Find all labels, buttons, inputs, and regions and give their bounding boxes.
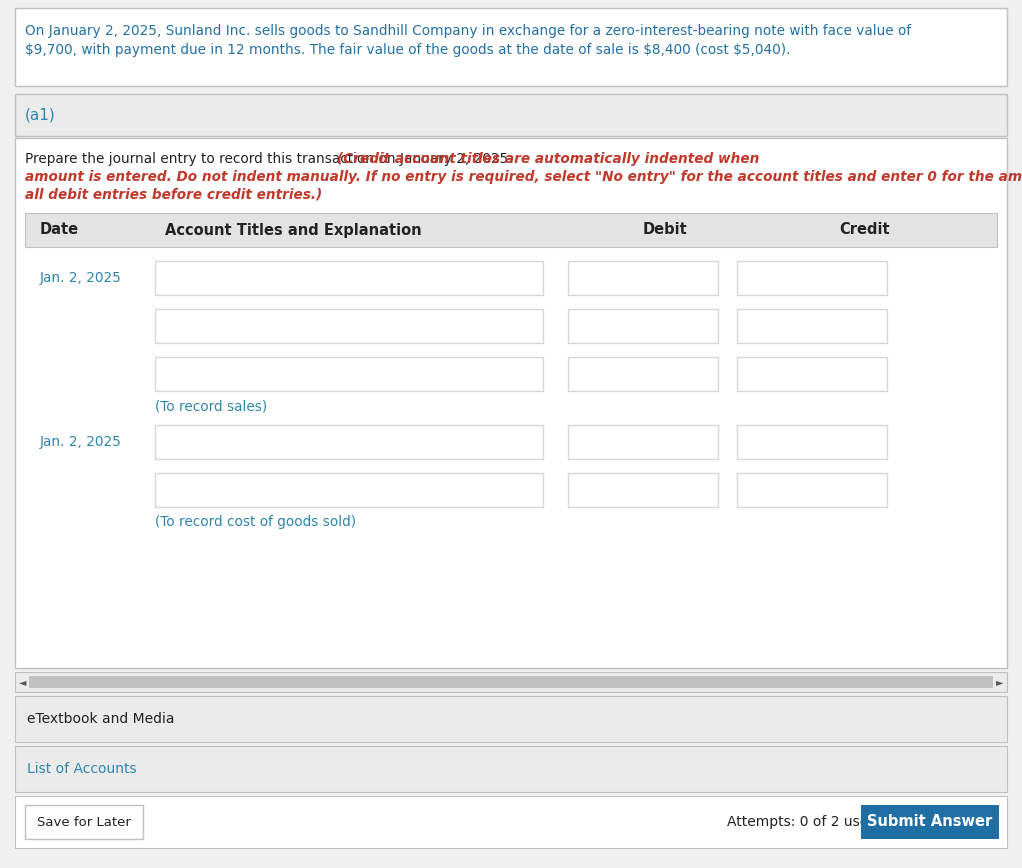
FancyBboxPatch shape [155,309,543,343]
FancyBboxPatch shape [15,796,1007,848]
Text: List of Accounts: List of Accounts [27,762,137,776]
Text: (a1): (a1) [25,108,56,122]
Text: ◄: ◄ [19,677,27,687]
FancyBboxPatch shape [568,309,718,343]
FancyBboxPatch shape [737,309,887,343]
FancyBboxPatch shape [737,425,887,459]
FancyBboxPatch shape [15,94,1007,136]
FancyBboxPatch shape [737,261,887,295]
FancyBboxPatch shape [15,696,1007,742]
FancyBboxPatch shape [568,425,718,459]
FancyBboxPatch shape [861,805,998,839]
FancyBboxPatch shape [155,473,543,507]
Text: amount is entered. Do not indent manually. If no entry is required, select "No e: amount is entered. Do not indent manuall… [25,170,1022,184]
Text: Submit Answer: Submit Answer [868,814,992,830]
Text: Jan. 2, 2025: Jan. 2, 2025 [40,271,122,285]
FancyBboxPatch shape [15,138,1007,668]
Text: On January 2, 2025, Sunland Inc. sells goods to Sandhill Company in exchange for: On January 2, 2025, Sunland Inc. sells g… [25,24,912,38]
Text: Prepare the journal entry to record this transaction on January 2, 2025.: Prepare the journal entry to record this… [25,152,517,166]
Text: Credit: Credit [840,222,890,238]
FancyBboxPatch shape [25,213,997,247]
FancyBboxPatch shape [737,357,887,391]
Text: (Credit account titles are automatically indented when: (Credit account titles are automatically… [337,152,759,166]
FancyBboxPatch shape [15,746,1007,792]
FancyBboxPatch shape [155,261,543,295]
FancyBboxPatch shape [29,676,993,688]
Text: Jan. 2, 2025: Jan. 2, 2025 [40,435,122,449]
FancyBboxPatch shape [155,357,543,391]
FancyBboxPatch shape [737,473,887,507]
Text: (To record sales): (To record sales) [155,399,267,413]
Text: Save for Later: Save for Later [37,816,131,828]
Text: eTextbook and Media: eTextbook and Media [27,712,175,726]
FancyBboxPatch shape [155,425,543,459]
Text: (To record cost of goods sold): (To record cost of goods sold) [155,515,356,529]
Text: Account Titles and Explanation: Account Titles and Explanation [165,222,422,238]
FancyBboxPatch shape [15,672,1007,692]
FancyBboxPatch shape [568,261,718,295]
Text: Attempts: 0 of 2 used: Attempts: 0 of 2 used [727,815,877,829]
Text: Date: Date [40,222,79,238]
Text: all debit entries before credit entries.): all debit entries before credit entries.… [25,188,322,202]
FancyBboxPatch shape [15,8,1007,86]
Text: $9,700, with payment due in 12 months. The fair value of the goods at the date o: $9,700, with payment due in 12 months. T… [25,43,790,57]
FancyBboxPatch shape [568,473,718,507]
Text: ►: ► [995,677,1003,687]
FancyBboxPatch shape [25,805,143,839]
Text: Debit: Debit [643,222,688,238]
FancyBboxPatch shape [568,357,718,391]
